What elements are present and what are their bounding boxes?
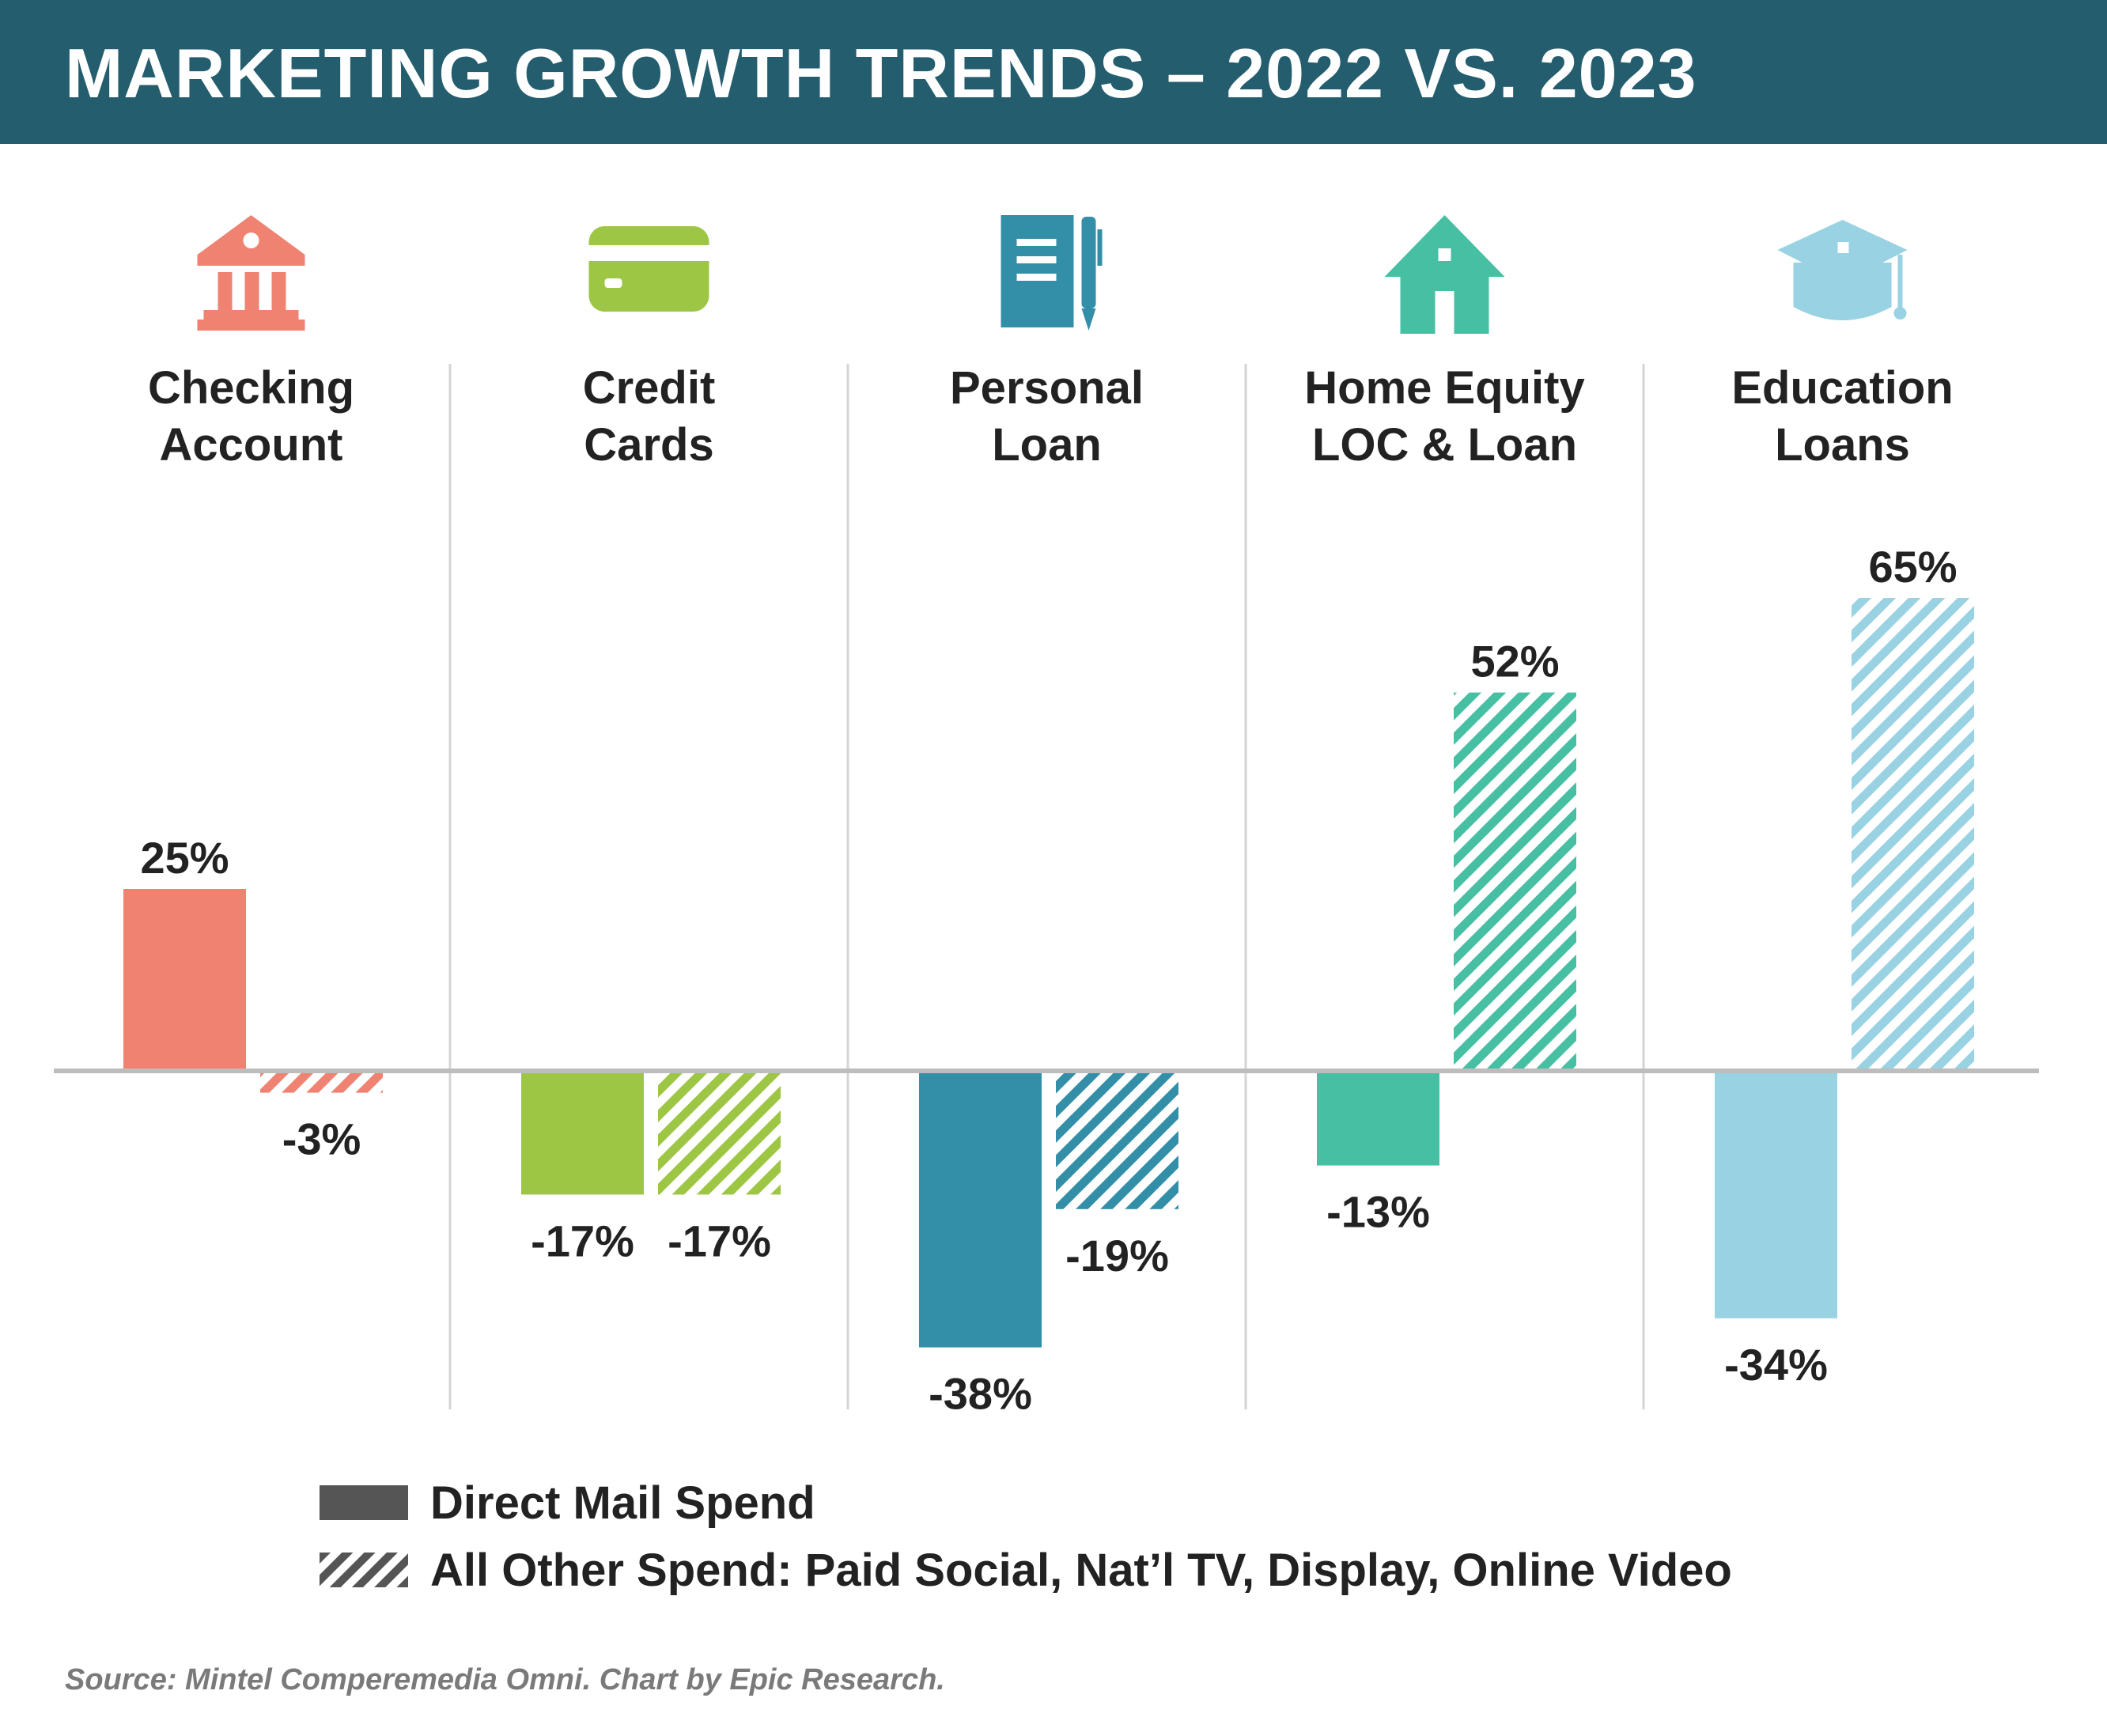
category-label-education: Education Loans xyxy=(1731,362,1953,471)
bar-credit-other xyxy=(658,1071,781,1195)
bar-personal-other xyxy=(1056,1071,1178,1209)
page-title: MARKETING GROWTH TRENDS – 2022 VS. 2023 xyxy=(65,34,1697,112)
legend-label-direct-mail: Direct Mail Spend xyxy=(430,1477,815,1529)
document-pen-icon xyxy=(1001,215,1103,331)
value-label-education-other: 65% xyxy=(1868,542,1957,592)
bar-personal-direct-mail xyxy=(919,1071,1042,1348)
bar-chart: Checking Account Credit Cards Personal Loan Ho… xyxy=(54,215,2039,1419)
value-label-checking-other: -3% xyxy=(282,1114,361,1164)
source-note: Source: Mintel Comperemedia Omni. Chart … xyxy=(65,1663,945,1696)
value-label-credit-direct-mail: -17% xyxy=(531,1216,634,1265)
value-label-personal-direct-mail: -38% xyxy=(929,1369,1032,1419)
bank-icon xyxy=(197,215,305,331)
house-icon xyxy=(1384,215,1505,334)
bar-home-equity-other xyxy=(1454,692,1576,1071)
value-label-credit-other: -17% xyxy=(668,1216,771,1265)
category-label-checking: Checking Account xyxy=(148,362,354,471)
legend-item-all-other: All Other Spend: Paid Social, Nat’l TV, … xyxy=(320,1538,1732,1602)
bar-checking-direct-mail xyxy=(123,889,246,1071)
category-labels: Checking Account Credit Cards Personal Loan Ho… xyxy=(148,362,1954,471)
value-label-checking-direct-mail: 25% xyxy=(140,833,229,883)
bar-checking-other xyxy=(260,1071,383,1093)
legend-swatch-solid xyxy=(320,1485,408,1520)
category-label-personal: Personal Loan xyxy=(950,362,1144,471)
value-label-personal-other: -19% xyxy=(1065,1231,1169,1280)
legend-label-all-other: All Other Spend: Paid Social, Nat’l TV, … xyxy=(430,1544,1732,1596)
value-label-home-equity-other: 52% xyxy=(1470,637,1559,686)
category-icons xyxy=(197,215,1908,334)
value-label-home-equity-direct-mail: -13% xyxy=(1326,1187,1430,1237)
bar-home-equity-direct-mail xyxy=(1317,1071,1439,1166)
legend-item-direct-mail: Direct Mail Spend xyxy=(320,1471,815,1534)
value-labels: 25% -3% -17% -17% -38% -19% -13% 52% -34% 65% xyxy=(140,542,1957,1419)
category-dividers xyxy=(448,364,1645,1409)
graduation-cap-icon xyxy=(1777,220,1908,320)
legend-swatch-hatched xyxy=(320,1553,408,1587)
title-bar: MARKETING GROWTH TRENDS – 2022 VS. 2023 xyxy=(0,0,2107,144)
category-label-credit: Credit Cards xyxy=(583,362,716,471)
bars xyxy=(123,598,1974,1348)
bar-education-direct-mail xyxy=(1715,1071,1837,1318)
value-label-education-direct-mail: -34% xyxy=(1724,1340,1828,1390)
bar-credit-direct-mail xyxy=(521,1071,644,1195)
category-label-home-equity: Home Equity LOC & Loan xyxy=(1304,362,1585,471)
bar-education-other xyxy=(1852,598,1974,1071)
credit-card-icon xyxy=(588,226,709,312)
